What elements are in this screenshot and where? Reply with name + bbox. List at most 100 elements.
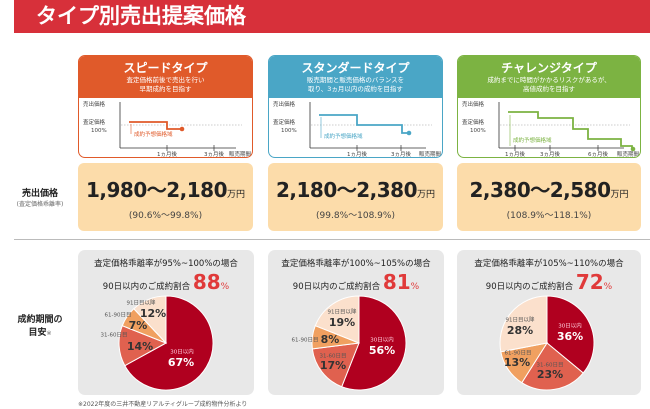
- price-range: 2,180〜2,380万円: [268, 177, 443, 208]
- period-row-label: 成約期間の 目安※: [10, 312, 70, 338]
- slice-value: 36%: [557, 330, 583, 343]
- axis-label-price: 売出価格: [83, 100, 106, 108]
- slice-value: 17%: [320, 359, 346, 372]
- slice-label: 30日以内: [370, 336, 394, 344]
- pie-slice: [521, 342, 584, 391]
- slice-label: 31-60日目: [537, 362, 564, 369]
- slice-value: 56%: [369, 344, 395, 357]
- pie-panel-standard: 査定価格乖離率が100%~105%の場合 90日以内のご成約割合 81% 30日以内…: [268, 250, 444, 395]
- axis-label-100: 100%: [91, 128, 107, 134]
- slice-label: 31-60日目: [101, 332, 128, 339]
- type-desc-2: 取り、3ヵ月以内の成約を目指す: [308, 85, 403, 93]
- card-header: スピードタイプ 査定価格前後で売出を行い 早期成約を目指す: [79, 56, 252, 98]
- price-step-line: [319, 114, 409, 134]
- slice-label: 91日目以降: [506, 316, 535, 324]
- price-ratio: (108.9%〜118.1%): [506, 211, 592, 221]
- slice-value: 19%: [329, 316, 355, 329]
- price-range: 2,380〜2,580万円: [457, 177, 641, 208]
- type-desc-1: 販売期間と販売価格のバランスを: [306, 76, 405, 84]
- rate-label: 90日以内のご成約割合: [102, 282, 191, 292]
- range-label: 成約予想価格域: [324, 132, 363, 140]
- price-range: 1,980〜2,180万円: [78, 177, 253, 208]
- price-box-standard: 2,180〜2,380万円 (99.8%〜108.9%): [268, 163, 443, 231]
- rate-label: 90日以内のご成約割合: [292, 282, 381, 292]
- end-dot: [179, 126, 185, 132]
- slice-label: 30日以内: [170, 348, 194, 356]
- pie-slice: [124, 295, 214, 391]
- type-card-speed: スピードタイプ 査定価格前後で売出を行い 早期成約を目指す 売出価格 査定価格 10…: [78, 55, 253, 158]
- pie-panel-challenge: 査定価格乖離率が105%~110%の場合 90日以内のご成約割合 72% 30日以内…: [457, 250, 641, 395]
- axis-label-period: 販売期間: [419, 150, 442, 158]
- price-step-chart: 売出価格 査定価格 100% 成約予想価格域 販売期間 1ヵ月後 3ヵ月後 6ヵ月後: [462, 100, 639, 158]
- price-ratio: (99.8%〜108.9%): [316, 211, 395, 221]
- type-name: チャレンジタイプ: [501, 61, 597, 75]
- slice-value: 14%: [127, 340, 153, 353]
- page-title: タイプ別売出提案価格: [14, 0, 650, 33]
- slice-value: 7%: [129, 319, 148, 332]
- price-step-line: [508, 111, 633, 148]
- type-card-challenge: チャレンジタイプ 成約までに時間がかかるリスクがあるが、 高値成約を目指す 売出価格…: [457, 55, 641, 158]
- pie-slice: [546, 295, 595, 374]
- slice-value: 12%: [140, 307, 166, 320]
- end-dot: [630, 146, 636, 152]
- price-unit: 万円: [610, 190, 629, 200]
- slice-value: 23%: [537, 368, 563, 381]
- slice-value: 28%: [507, 324, 533, 337]
- price-box-challenge: 2,380〜2,580万円 (108.9%〜118.1%): [457, 163, 641, 231]
- price-step-chart: 売出価格 査定価格 100% 成約予想価格域 販売期間 1ヵ月後 3ヵ月後: [273, 100, 442, 158]
- card-header: スタンダードタイプ 販売期間と販売価格のバランスを 取り、3ヵ月以内の成約を目指す: [269, 56, 442, 98]
- price-unit: 万円: [417, 190, 436, 200]
- x-tick-label: 3ヵ月後: [540, 150, 560, 158]
- rate-value: 88: [192, 270, 221, 294]
- pie-slice: [314, 295, 360, 344]
- pie-slice: [311, 342, 360, 388]
- rate-value: 81: [382, 270, 411, 294]
- pie-condition: 査定価格乖離率が100%~105%の場合: [281, 259, 431, 269]
- slice-label: 91日目以降: [127, 299, 156, 307]
- axis-label-100: 100%: [281, 128, 297, 134]
- price-value: 1,980〜2,180: [85, 178, 228, 202]
- rate-label: 90日以内のご成約割合: [485, 282, 574, 292]
- axis-label-period: 販売期間: [229, 150, 252, 158]
- price-value: 2,180〜2,380: [275, 178, 418, 202]
- axis-label-100: 100%: [470, 128, 486, 134]
- pie-panel-speed: 査定価格乖離率が95%~100%の場合 90日以内のご成約割合 88% 30日以内 6…: [78, 250, 254, 395]
- pie-condition: 査定価格乖離率が95%~100%の場合: [94, 259, 238, 269]
- divider: [14, 239, 650, 240]
- slice-value: 8%: [321, 333, 340, 346]
- range-label: 成約予想価格域: [134, 130, 173, 138]
- pie-slice: [341, 295, 407, 391]
- pie-slice: [133, 295, 167, 345]
- end-dot: [406, 130, 412, 136]
- price-box-speed: 1,980〜2,180万円 (90.6%〜99.8%): [78, 163, 253, 231]
- rate-pct: %: [410, 282, 420, 292]
- type-card-standard: スタンダードタイプ 販売期間と販売価格のバランスを 取り、3ヵ月以内の成約を目指す …: [268, 55, 443, 158]
- range-label: 成約予想価格域: [513, 136, 552, 144]
- footnote: ※2022年度の三井不動産リアルティグループ成約物件分析より: [78, 401, 248, 408]
- period-label-2: 目安: [28, 328, 47, 338]
- price-step-chart: 売出価格 査定価格 100% 成約予想価格域 販売期間 1ヵ月後 3ヵ月後: [83, 100, 252, 158]
- price-value: 2,380〜2,580: [469, 178, 611, 202]
- axis-label-appraisal: 査定価格: [83, 118, 106, 126]
- slice-label: 61-90日目: [505, 350, 532, 357]
- slice-label: 91日目以降: [328, 308, 357, 316]
- pie-slice: [499, 295, 548, 353]
- price-sublabel: (査定価格乖離率): [16, 201, 64, 208]
- type-name: スピードタイプ: [123, 61, 208, 75]
- period-mark: ※: [46, 330, 52, 337]
- rate-pct: %: [220, 282, 230, 292]
- axis-label-appraisal: 査定価格: [273, 118, 296, 126]
- axis-label-price: 売出価格: [462, 100, 485, 108]
- type-name: スタンダードタイプ: [301, 61, 410, 75]
- slice-value: 13%: [504, 356, 530, 369]
- card-header: チャレンジタイプ 成約までに時間がかかるリスクがあるが、 高値成約を目指す: [458, 56, 640, 98]
- x-tick-label: 3ヵ月後: [204, 150, 224, 158]
- x-tick-label: 1ヵ月後: [347, 150, 367, 158]
- rate-pct: %: [603, 282, 613, 292]
- type-desc-2: 早期成約を目指す: [139, 85, 192, 93]
- type-desc-2: 高値成約を目指す: [523, 85, 575, 93]
- slice-label: 30日以内: [558, 322, 582, 330]
- x-tick-label: 1ヵ月後: [505, 150, 525, 158]
